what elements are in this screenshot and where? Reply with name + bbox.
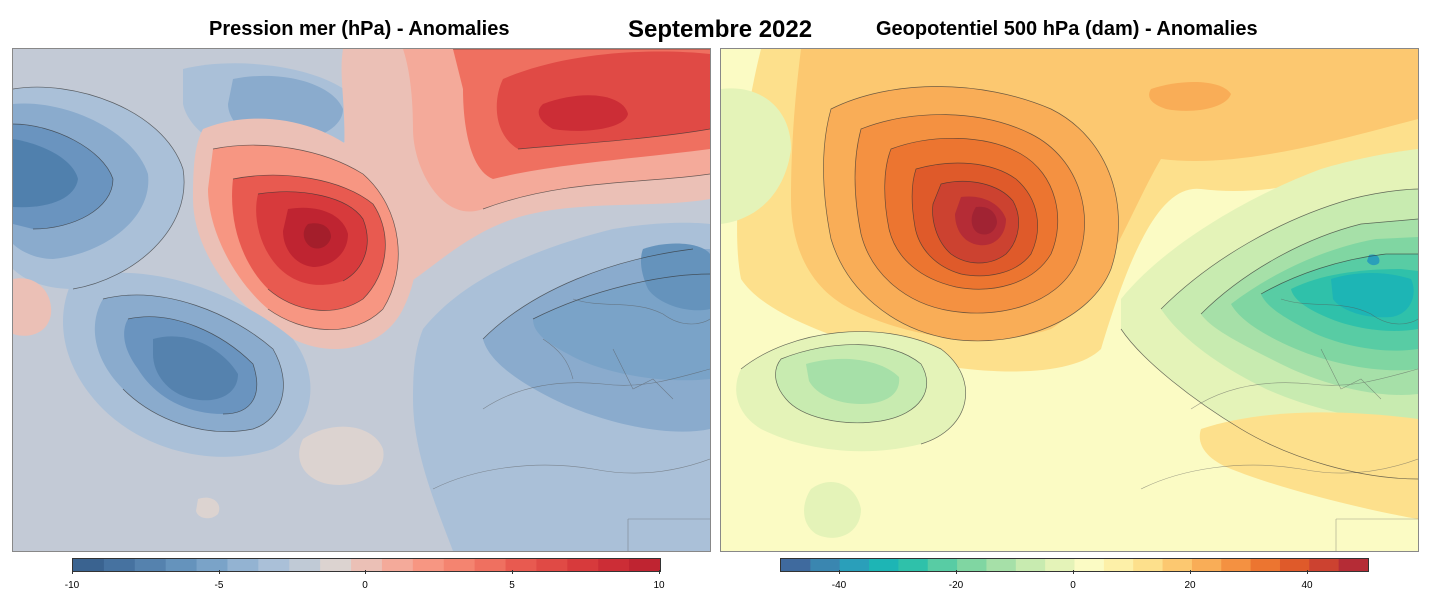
right-map-title: Geopotentiel 500 hPa (dam) - Anomalies xyxy=(876,18,1258,40)
pressure-colorbar-label: -5 xyxy=(214,580,224,591)
pressure-anomaly-map xyxy=(12,48,711,552)
geopotential-colorbar-swatch xyxy=(1015,559,1046,571)
geopotential-colorbar-tick xyxy=(956,570,957,574)
geopotential-colorbar xyxy=(780,558,1369,572)
geopotential-colorbar-swatch xyxy=(1338,559,1368,571)
pressure-colorbar-swatch xyxy=(381,559,414,571)
pressure-colorbar-swatch xyxy=(103,559,136,571)
geopotential-anomaly-map xyxy=(720,48,1419,552)
geopotential-colorbar-swatch xyxy=(1191,559,1222,571)
geopotential-colorbar-swatch xyxy=(1250,559,1281,571)
geopotential-colorbar-swatch xyxy=(1074,559,1105,571)
pressure-colorbar-tick xyxy=(219,570,220,574)
pressure-colorbar-tick xyxy=(659,570,660,574)
geopotential-colorbar-swatch xyxy=(839,559,870,571)
geopotential-colorbar-swatch xyxy=(1162,559,1193,571)
geopotential-colorbar-label: 40 xyxy=(1301,580,1313,591)
geopotential-colorbar-swatch xyxy=(1045,559,1076,571)
pressure-colorbar-swatch xyxy=(351,559,383,571)
pressure-colorbar-swatch xyxy=(598,559,630,571)
pressure-colorbar-label: 0 xyxy=(362,580,368,591)
geopotential-colorbar-swatch xyxy=(1279,559,1310,571)
pressure-colorbar-swatch xyxy=(443,559,476,571)
geopotential-colorbar-label: 0 xyxy=(1070,580,1076,591)
pressure-colorbar-swatch xyxy=(629,559,660,571)
geopotential-colorbar-swatch xyxy=(781,559,811,571)
pressure-colorbar-swatch xyxy=(73,559,105,571)
geopotential-colorbar-label: -40 xyxy=(831,580,847,591)
pressure-colorbar-swatch xyxy=(134,559,167,571)
geopotential-colorbar-label: -20 xyxy=(948,580,964,591)
pressure-colorbar-label: 5 xyxy=(509,580,515,591)
pressure-colorbar-swatch xyxy=(320,559,352,571)
pressure-colorbar-swatch xyxy=(289,559,321,571)
page-title: Septembre 2022 xyxy=(628,16,813,43)
left-map-title: Pression mer (hPa) - Anomalies xyxy=(209,18,510,40)
geopotential-colorbar-swatch xyxy=(869,559,899,571)
geopotential-colorbar-label: 20 xyxy=(1184,580,1196,591)
pressure-colorbar-tick xyxy=(512,570,513,574)
geopotential-colorbar-tick xyxy=(839,570,840,574)
pressure-colorbar-swatch xyxy=(227,559,259,571)
geopotential-colorbar-swatch xyxy=(957,559,988,571)
pressure-colorbar-tick xyxy=(365,570,366,574)
pressure-colorbar-swatch xyxy=(505,559,538,571)
pressure-colorbar-label: 10 xyxy=(653,580,665,591)
geopotential-colorbar-swatch xyxy=(1309,559,1340,571)
pressure-colorbar-label: -10 xyxy=(64,580,80,591)
pressure-colorbar-swatch xyxy=(196,559,229,571)
pressure-colorbar-swatch xyxy=(536,559,568,571)
geopotential-colorbar-swatch xyxy=(1133,559,1164,571)
pressure-colorbar-swatch xyxy=(165,559,198,571)
pressure-colorbar-swatch xyxy=(412,559,445,571)
geopotential-colorbar-tick xyxy=(1073,570,1074,574)
geopotential-colorbar-tick xyxy=(1307,570,1308,574)
geopotential-colorbar-swatch xyxy=(898,559,929,571)
pressure-colorbar-tick xyxy=(72,570,73,574)
geopotential-colorbar-tick xyxy=(1190,570,1191,574)
geopotential-colorbar-swatch xyxy=(1221,559,1252,571)
pressure-colorbar-swatch xyxy=(474,559,507,571)
geopotential-colorbar-swatch xyxy=(986,559,1017,571)
geopotential-colorbar-swatch xyxy=(810,559,841,571)
geopotential-colorbar-swatch xyxy=(1103,559,1134,571)
pressure-colorbar xyxy=(72,558,661,572)
geopotential-colorbar-swatch xyxy=(927,559,958,571)
pressure-colorbar-swatch xyxy=(567,559,599,571)
pressure-colorbar-swatch xyxy=(258,559,290,571)
